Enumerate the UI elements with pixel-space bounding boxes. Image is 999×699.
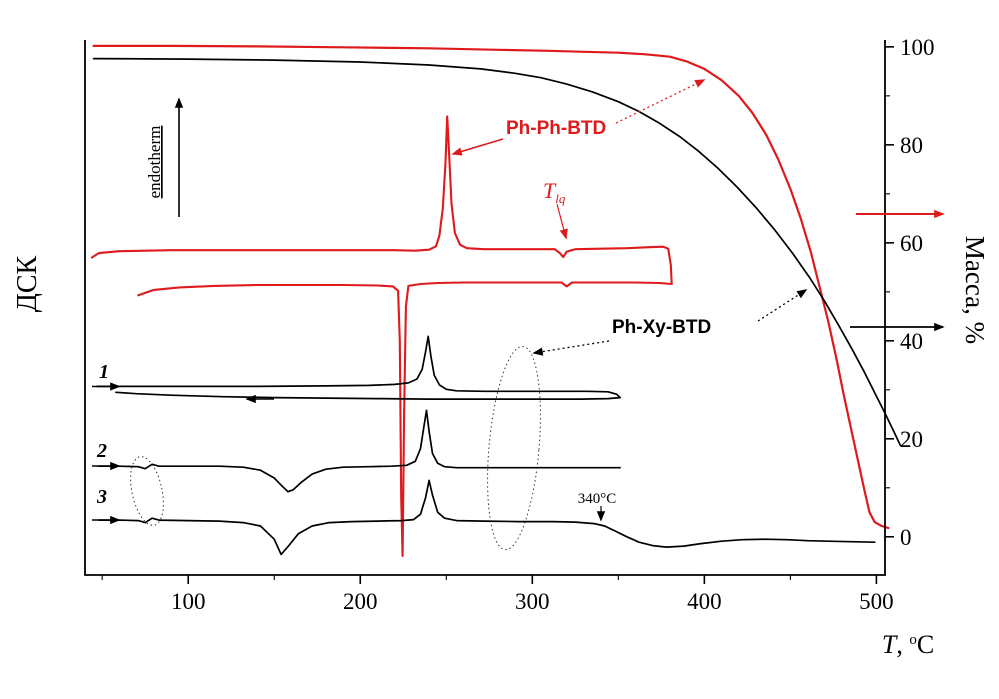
right-axis-title: Масса, % [960,236,990,344]
curve-3-label: 3 [96,486,107,508]
series-dsc-ph-xy-btd-1-cooling [115,391,621,400]
y-right-tick-label: 60 [900,231,923,256]
melting-peak-arrow [451,138,504,156]
series-dsc-ph-ph-btd-heating [90,115,673,286]
x-tick-label: 300 [515,589,550,614]
y-right-tick-label: 80 [900,133,923,158]
t-lq-label: Tlq [543,178,566,206]
y-right-tick-label: 40 [900,329,923,354]
ph-ph-btd-tga-pointer [615,79,706,124]
curve-2-label: 2 [96,440,107,462]
series-tga-ph-xy-btd [92,57,902,447]
series-dsc-ph-xy-btd-2 [97,409,621,493]
x-axis-title: T, oC [882,630,934,659]
x-tick-label: 500 [859,589,894,614]
highlight-ellipse-large [487,345,541,551]
ph-ph-btd-label: Ph-Ph-BTD [506,118,606,139]
x-tick-label: 400 [687,589,722,614]
y-right-tick-label: 100 [900,35,935,60]
series-dsc-ph-xy-btd-3 [97,479,876,556]
axes-frame [84,40,886,576]
curve-1-label: 1 [99,361,109,383]
x-tick-label: 100 [171,589,206,614]
y-right-tick-label: 0 [900,525,912,550]
ph-xy-btd-tga-pointer [757,289,808,322]
highlight-ellipse-small [130,456,164,526]
series-tga-ph-ph-btd [92,44,890,530]
x-tick-label: 200 [343,589,378,614]
left-axis-title: ДСК [12,255,43,312]
ph-xy-btd-ellipse-pointer [532,340,610,356]
temp-340-label: 340°C [578,491,617,507]
t-lq-pointer [556,203,568,240]
y-right-tick-label: 20 [900,427,923,452]
series-dsc-ph-ph-btd-cooling [137,281,673,557]
series-dsc-ph-xy-btd-1-heating [96,335,621,399]
endotherm-label: endotherm [145,126,164,199]
ph-xy-btd-label: Ph-Xy-BTD [612,317,711,338]
